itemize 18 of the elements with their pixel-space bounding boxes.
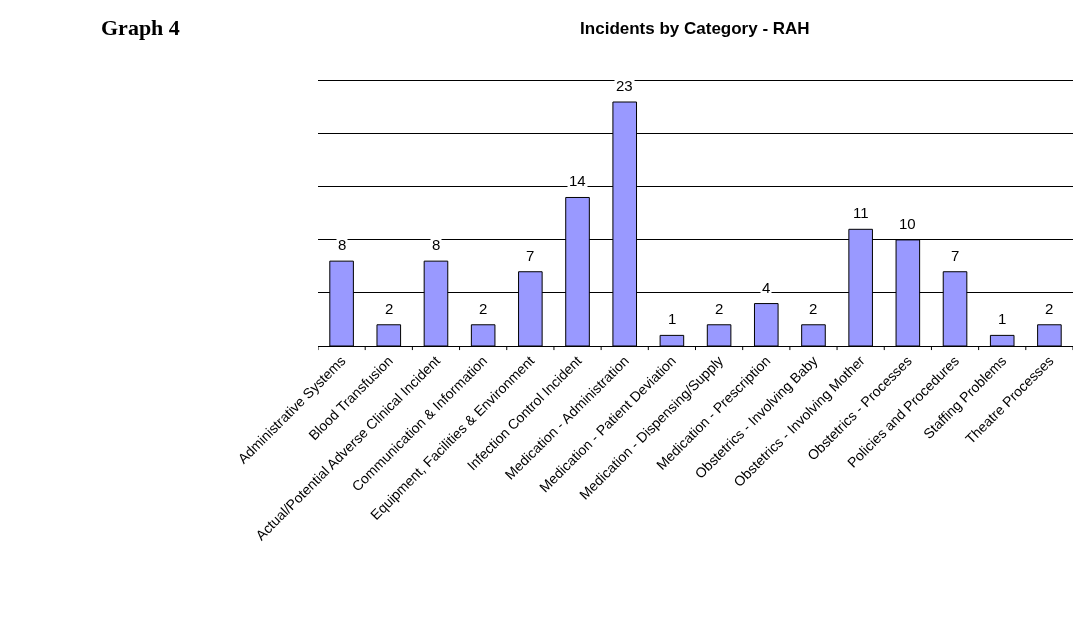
data-label: 11 [853, 204, 869, 221]
data-label: 2 [479, 300, 488, 317]
data-label: 10 [899, 215, 916, 232]
data-label: 1 [998, 310, 1007, 327]
data-label: 1 [668, 310, 677, 327]
data-label: 4 [762, 279, 771, 296]
data-label: 7 [526, 247, 535, 264]
data-label: 7 [951, 247, 960, 264]
data-label: 14 [569, 172, 586, 189]
chart-title: Incidents by Category - RAH [580, 18, 810, 38]
data-label: 8 [432, 236, 441, 253]
data-label: 2 [809, 300, 818, 317]
data-label: 2 [1045, 300, 1054, 317]
data-label: 23 [616, 77, 633, 94]
data-label: 8 [338, 236, 347, 253]
caption: Graph 4 [101, 15, 180, 40]
data-label: 2 [385, 300, 394, 317]
data-label: 2 [715, 300, 724, 317]
